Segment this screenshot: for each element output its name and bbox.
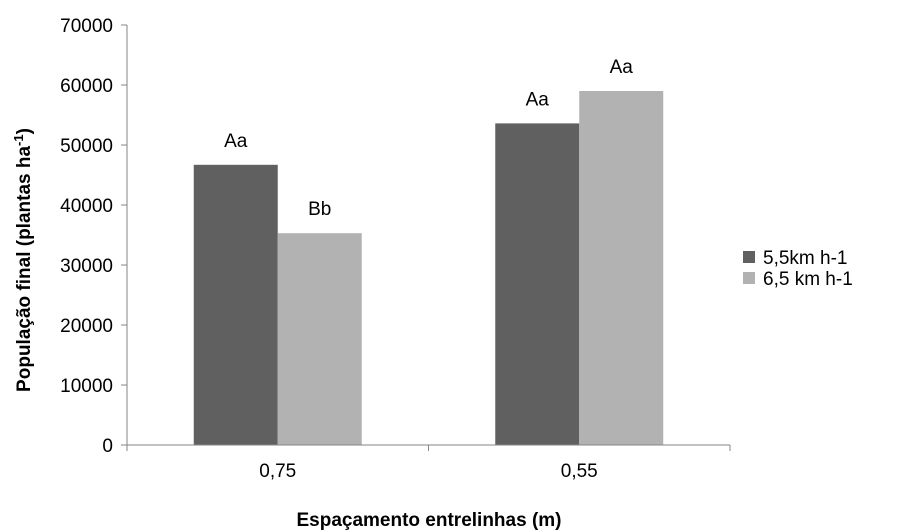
y-axis-title-sup: -1 bbox=[11, 134, 26, 146]
y-tick-label: 10000 bbox=[60, 376, 113, 397]
y-axis-ticks: 0 10000 20000 30000 40000 50000 60000 70000 bbox=[60, 16, 127, 457]
y-tick-label: 30000 bbox=[60, 256, 113, 277]
legend-label-series-1: 5,5km h-1 bbox=[763, 248, 847, 269]
bar-data-label: Bb bbox=[308, 199, 331, 220]
bar-data-label: Aa bbox=[224, 131, 248, 152]
bar-series-1 bbox=[495, 123, 580, 446]
x-tick-label: 0,55 bbox=[561, 461, 598, 482]
bar-series-2 bbox=[579, 91, 664, 445]
bar-series-1 bbox=[193, 164, 278, 446]
bar-series-2 bbox=[277, 233, 362, 445]
x-axis-title: Espaçamento entrelinhas (m) bbox=[296, 510, 561, 531]
y-tick-label: 20000 bbox=[60, 316, 113, 337]
y-axis-title-main: População final (plantas ha bbox=[14, 146, 35, 392]
legend-label-series-2: 6,5 km h-1 bbox=[763, 269, 853, 290]
legend: 5,5km h-1 6,5 km h-1 bbox=[743, 248, 853, 290]
bar-data-label: Aa bbox=[610, 57, 634, 78]
y-tick-label: 0 bbox=[102, 436, 113, 457]
y-axis-title: População final (plantas ha-1) bbox=[11, 128, 35, 392]
x-axis-ticks: 0,75 0,55 bbox=[126, 445, 731, 482]
bars bbox=[193, 91, 664, 446]
legend-swatch-series-1 bbox=[743, 251, 755, 263]
y-tick-label: 50000 bbox=[60, 136, 113, 157]
y-tick-label: 60000 bbox=[60, 76, 113, 97]
legend-swatch-series-2 bbox=[743, 272, 755, 284]
y-axis-title-end: ) bbox=[14, 128, 35, 134]
y-tick-label: 40000 bbox=[60, 196, 113, 217]
y-tick-label: 70000 bbox=[60, 16, 113, 37]
bar-data-label: Aa bbox=[526, 89, 550, 110]
x-tick-label: 0,75 bbox=[259, 461, 296, 482]
data-labels: Aa Bb Aa Aa bbox=[224, 57, 633, 220]
